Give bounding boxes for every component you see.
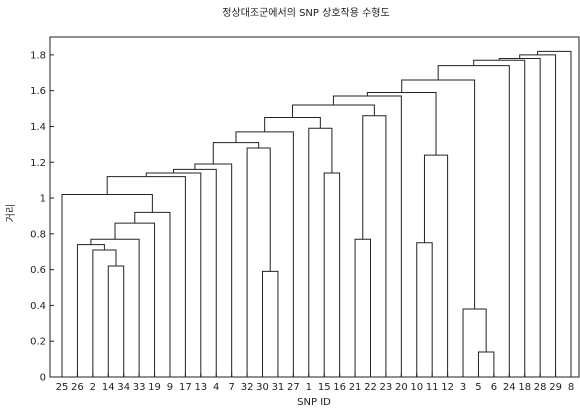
plot-frame	[49, 36, 580, 378]
x-tick-label: 33	[133, 382, 146, 393]
y-tick-label: 1.6	[30, 86, 46, 97]
dendrogram-link	[323, 172, 341, 377]
y-axis: 0 0.2 0.4 0.6 0.8 1 1.2 1.4 1.6 1.8	[30, 50, 54, 384]
x-tick-label: 7	[228, 382, 234, 393]
x-tick-label: 26	[71, 382, 84, 393]
dendrogram-link	[292, 104, 375, 118]
dendrogram-link	[362, 115, 387, 377]
x-tick-label: 22	[364, 382, 377, 393]
dendrogram-link	[401, 79, 476, 309]
x-tick-label: 16	[333, 382, 346, 393]
x-tick-label: 32	[241, 382, 254, 393]
y-tick-label: 0	[40, 373, 46, 384]
dendrogram-links	[61, 50, 572, 377]
dendrogram-link	[212, 142, 260, 165]
dendrogram-link	[537, 50, 572, 377]
x-tick-label: 11	[426, 382, 439, 393]
y-axis-label: 거리	[5, 204, 17, 222]
x-tick-label: 34	[117, 382, 130, 393]
x-tick-label: 31	[272, 382, 285, 393]
chart-title: 정상대조군에서의 SNP 상호작용 수형도	[222, 7, 389, 19]
x-tick-label: 28	[534, 382, 547, 393]
x-axis: 25 26 2 14 34 33 19 9 17 13 4 7 32 30 31 27 1 15 16 21 22 23 2…	[56, 373, 574, 393]
dendrogram-link	[61, 193, 153, 377]
dendrogram-link	[92, 249, 117, 377]
x-axis-label: SNP ID	[297, 397, 331, 408]
dendrogram-link	[235, 131, 294, 377]
x-tick-label: 14	[102, 382, 115, 393]
dendrogram-link	[106, 176, 186, 377]
x-tick-label: 8	[568, 382, 574, 393]
x-tick-label: 1	[306, 382, 312, 393]
dendrogram-link	[173, 168, 217, 377]
dendrogram-link	[264, 117, 321, 132]
x-tick-label: 15	[318, 382, 331, 393]
dendrogram-link	[332, 95, 402, 377]
dendrogram-link	[354, 238, 371, 377]
dendrogram-link	[194, 163, 233, 377]
y-tick-label: 0.4	[30, 301, 46, 312]
dendrogram-link	[416, 242, 433, 377]
x-tick-label: 12	[441, 382, 454, 393]
dendrogram-link	[134, 211, 171, 377]
x-tick-label: 30	[256, 382, 269, 393]
x-tick-label: 6	[491, 382, 497, 393]
x-tick-label: 2	[90, 382, 96, 393]
dendrogram-link	[462, 308, 487, 377]
y-tick-label: 0.6	[30, 265, 46, 276]
x-tick-label: 25	[56, 382, 69, 393]
y-tick-label: 0.8	[30, 229, 46, 240]
x-tick-label: 24	[503, 382, 516, 393]
dendrogram-link	[262, 270, 279, 377]
y-tick-label: 1.8	[30, 50, 46, 61]
x-tick-label: 13	[194, 382, 207, 393]
dendrogram-link	[366, 91, 437, 156]
y-tick-label: 1.4	[30, 122, 46, 133]
dendrogram-link	[473, 59, 526, 377]
y-tick-label: 1	[40, 194, 46, 205]
dendrogram-link	[107, 265, 125, 377]
dendrogram-link	[308, 127, 333, 377]
x-tick-label: 21	[349, 382, 362, 393]
x-tick-label: 20	[395, 382, 408, 393]
x-tick-label: 18	[518, 382, 531, 393]
x-tick-label: 19	[148, 382, 161, 393]
dendrogram-link	[76, 244, 105, 377]
x-tick-label: 17	[179, 382, 192, 393]
dendrogram-link	[423, 154, 449, 377]
dendrogram-link	[90, 238, 140, 377]
x-tick-label: 29	[549, 382, 562, 393]
x-tick-label: 27	[287, 382, 300, 393]
dendrogram-link	[246, 147, 271, 377]
x-tick-label: 23	[380, 382, 393, 393]
y-tick-label: 1.2	[30, 158, 46, 169]
y-tick-label: 0.2	[30, 337, 46, 348]
x-tick-label: 9	[167, 382, 173, 393]
dendrogram-link	[437, 65, 510, 377]
dendrogram-link	[498, 57, 541, 377]
dendrogram-link	[114, 222, 156, 377]
x-tick-label: 10	[410, 382, 423, 393]
dendrogram-link	[477, 351, 495, 377]
x-tick-label: 5	[475, 382, 481, 393]
x-tick-label: 3	[460, 382, 466, 393]
x-tick-label: 4	[213, 382, 219, 393]
